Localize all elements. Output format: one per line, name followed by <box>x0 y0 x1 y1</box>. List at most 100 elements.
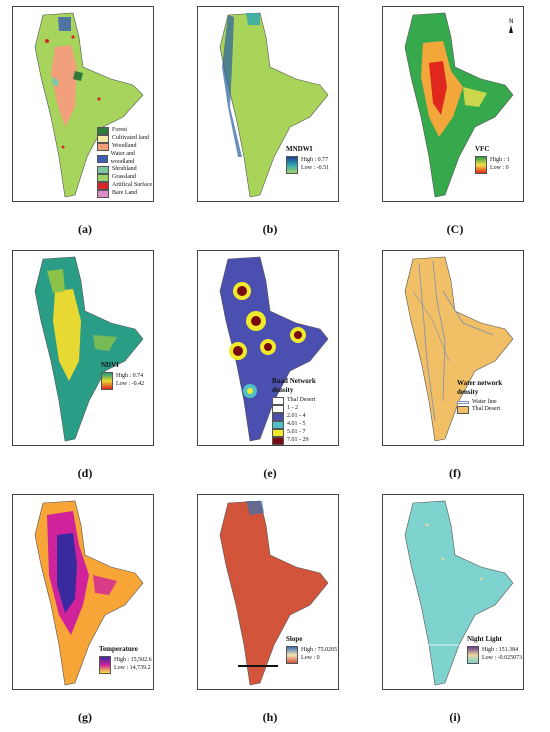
legend-label: Grassland <box>112 174 136 181</box>
legend-title: VFC <box>475 145 490 153</box>
swatch <box>97 143 109 151</box>
map-frame-g: Temperature High : 15,502.6 Low : 14,739.… <box>12 494 154 690</box>
legend-row: 4.01 - 5 <box>272 420 338 429</box>
map-night-light <box>404 500 514 686</box>
swatch <box>272 428 284 437</box>
legend-low: Low : -0.51 <box>301 164 330 171</box>
color-ramp <box>475 155 487 174</box>
legend-row: Grassland <box>97 174 153 182</box>
legend-label: Shrubland <box>112 166 137 173</box>
caption-c: (C) <box>446 222 464 236</box>
color-ramp <box>467 645 479 664</box>
north-arrow-icon <box>509 25 513 33</box>
legend-row: 2.01 - 4 <box>272 412 338 421</box>
legend-h: Slope High : 75.0205 Low : 0 <box>286 635 337 664</box>
legend-title: MNDWI <box>286 145 313 153</box>
legend-row: 7.01 - 29 <box>272 436 338 445</box>
panel-g: Temperature High : 15,502.6 Low : 14,739.… <box>0 488 170 724</box>
legend-high: High : 15,502.6 <box>114 657 152 664</box>
legend-label: 7.01 - 29 <box>287 436 309 443</box>
map-frame-d: NDVI High : 0.74 Low : -0.42 <box>12 250 154 446</box>
legend-ramp-row: High : 15,502.6 Low : 14,739.2 <box>99 655 152 674</box>
legend-high: High : 0.77 <box>301 157 329 164</box>
map-frame-e: Road Network density Thal Desert 1 - 2 2… <box>197 250 339 446</box>
caption-i: (i) <box>449 710 461 724</box>
legend-row: Forest <box>97 127 153 135</box>
map-mndwi <box>219 12 329 198</box>
legend-low: Low : 0 <box>490 164 509 171</box>
panel-e: Road Network density Thal Desert 1 - 2 2… <box>185 244 355 480</box>
legend-range: High : 75.0205 Low : 0 <box>301 647 337 662</box>
legend-label: 4.01 - 5 <box>287 420 306 427</box>
caption-a: (a) <box>78 222 92 236</box>
legend-label: Forest <box>112 127 127 134</box>
swatch <box>97 154 108 163</box>
legend-row: 5.01 - 7 <box>272 428 338 437</box>
legend-low: Low : 14,739.2 <box>114 664 151 671</box>
legend-high: High : 0.74 <box>116 373 144 380</box>
caption-d: (d) <box>77 466 93 480</box>
swatch <box>457 406 469 414</box>
legend-row: Woodland <box>97 143 153 151</box>
legend-label: Bare Land <box>112 190 138 197</box>
color-ramp <box>286 155 298 174</box>
scale-bar-icon <box>238 665 278 667</box>
caption-b: (b) <box>262 222 278 236</box>
legend-c: VFC High : 1 Low : 0 <box>475 145 510 174</box>
legend-label: 1 - 2 <box>287 404 298 411</box>
legend-ramp-row: High : 1 Low : 0 <box>475 155 510 174</box>
legend-a: Forest Cultivated land Woodland Water an… <box>97 127 153 198</box>
swatch <box>272 404 284 413</box>
panel-h: Slope High : 75.0205 Low : 0 (h) <box>185 488 355 724</box>
legend-row: Thal Desert <box>457 406 523 414</box>
panel-b: MNDWI High : 0.77 Low : -0.51 (b) <box>185 0 355 236</box>
legend-range: High : 1 Low : 0 <box>490 157 510 172</box>
legend-title: Slope <box>286 635 303 643</box>
swatch <box>272 396 284 405</box>
legend-title: Night Light <box>467 635 502 643</box>
swatch <box>272 436 284 445</box>
legend-d: NDVI High : 0.74 Low : -0.42 <box>101 361 144 390</box>
legend-label: Woodland <box>112 143 137 150</box>
legend-row: Thal Desert <box>272 396 338 405</box>
map-road-density <box>219 256 329 442</box>
map-frame-b: MNDWI High : 0.77 Low : -0.51 <box>197 6 339 202</box>
legend-high: High : 151.384 <box>482 647 519 654</box>
legend-label: Cultivated land <box>112 135 149 142</box>
legend-title: NDVI <box>101 361 119 369</box>
swatch <box>97 190 109 198</box>
swatch <box>97 135 109 143</box>
swatch <box>272 420 284 429</box>
legend-label: 5.01 - 7 <box>287 428 306 435</box>
panel-f: Water network density Water line Thal De… <box>370 244 540 480</box>
legend-ramp-row: High : 75.0205 Low : 0 <box>286 645 337 664</box>
caption-g: (g) <box>78 710 92 724</box>
map-slope <box>219 500 329 686</box>
legend-b: MNDWI High : 0.77 Low : -0.51 <box>286 145 329 174</box>
legend-label: Water line <box>472 398 497 405</box>
legend-row: Water and woodland <box>97 151 153 166</box>
legend-label: Thal Desert <box>472 406 501 413</box>
color-ramp <box>101 371 113 390</box>
legend-row: Bare Land <box>97 190 153 198</box>
legend-f: Water network density Water line Thal De… <box>457 379 523 414</box>
legend-i: Night Light High : 151.384 Low : -0.02507… <box>467 635 522 664</box>
caption-f: (f) <box>449 466 461 480</box>
map-frame-i: Night Light High : 151.384 Low : -0.02507… <box>382 494 524 690</box>
map-vfc: N <box>404 12 514 198</box>
map-frame-c: N VFC High : 1 Low : 0 <box>382 6 524 202</box>
color-ramp <box>99 655 111 674</box>
legend-high: High : 1 <box>490 157 510 164</box>
swatch <box>97 174 109 182</box>
caption-e: (e) <box>263 466 277 480</box>
legend-title: Road Network density <box>272 377 316 394</box>
caption-h: (h) <box>262 710 278 724</box>
legend-ramp-row: High : 0.74 Low : -0.42 <box>101 371 144 390</box>
legend-label: 2.01 - 4 <box>287 412 306 419</box>
legend-title: Water network density <box>457 379 503 396</box>
legend-row: Cultivated land <box>97 135 153 143</box>
panel-d: NDVI High : 0.74 Low : -0.42 (d) <box>0 244 170 480</box>
panel-i: Night Light High : 151.384 Low : -0.02507… <box>370 488 540 724</box>
legend-ramp-row: High : 0.77 Low : -0.51 <box>286 155 330 174</box>
map-temperature <box>34 500 144 686</box>
